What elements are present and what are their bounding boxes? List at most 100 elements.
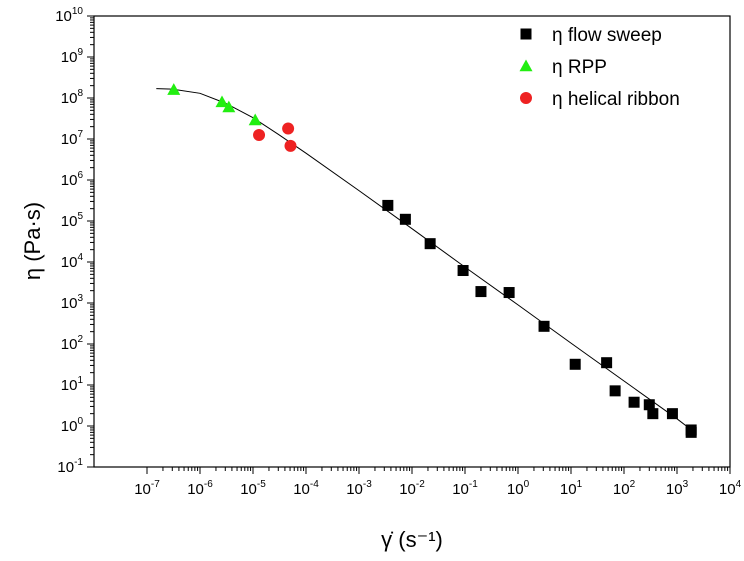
x-tick-exponent: -1 bbox=[469, 479, 478, 490]
fit-line-group bbox=[156, 88, 694, 432]
x-tick-base: 10 bbox=[719, 481, 736, 498]
rpp-point bbox=[248, 113, 262, 126]
y-tick-base: 10 bbox=[61, 377, 78, 394]
rpp-point bbox=[222, 100, 236, 113]
x-tick-label: 102 bbox=[613, 479, 636, 498]
x-tick-label: 10-4 bbox=[293, 479, 319, 498]
helical-ribbon-point bbox=[282, 122, 295, 135]
y-tick-base: 10 bbox=[61, 172, 78, 189]
flow-sweep-point bbox=[666, 408, 678, 420]
legend-label: η flow sweep bbox=[552, 25, 662, 46]
x-tick-base: 10 bbox=[134, 481, 151, 498]
x-tick-label: 100 bbox=[507, 479, 530, 498]
x-tick-label: 10-5 bbox=[240, 479, 266, 498]
y-tick-exponent: 9 bbox=[77, 47, 83, 58]
legend-label: η helical ribbon bbox=[552, 89, 680, 110]
y-tick-base: 10 bbox=[61, 336, 78, 353]
legend-marker-flow-sweep bbox=[520, 28, 532, 40]
flow-sweep-point bbox=[399, 213, 411, 225]
y-tick-label: 105 bbox=[61, 211, 84, 230]
flow-sweep-point bbox=[538, 320, 550, 332]
x-tick-exponent: 4 bbox=[736, 479, 742, 490]
x-tick-label: 10-6 bbox=[187, 479, 213, 498]
x-tick-exponent: -7 bbox=[151, 479, 160, 490]
flow-sweep-point bbox=[475, 286, 487, 298]
x-tick-label: 10-7 bbox=[134, 479, 160, 498]
y-tick-base: 10 bbox=[61, 90, 78, 107]
x-tick-exponent: -2 bbox=[416, 479, 425, 490]
x-tick-base: 10 bbox=[293, 481, 310, 498]
flow-sweep-point bbox=[609, 385, 621, 397]
x-tick-exponent: 3 bbox=[683, 479, 689, 490]
flow-sweep-point bbox=[685, 426, 697, 438]
legend-label: η RPP bbox=[552, 57, 607, 78]
x-tick-label: 10-1 bbox=[452, 479, 478, 498]
x-tick-exponent: -3 bbox=[363, 479, 372, 490]
flow-sweep-point bbox=[424, 238, 436, 250]
rpp-point bbox=[167, 83, 181, 95]
x-tick-base: 10 bbox=[613, 481, 630, 498]
x-tick-label: 10-2 bbox=[399, 479, 425, 498]
fit-line bbox=[156, 88, 694, 432]
x-tick-base: 10 bbox=[240, 481, 257, 498]
flow-sweep-point bbox=[457, 265, 469, 277]
y-tick-base: 10 bbox=[61, 418, 78, 435]
y-axis-title: η (Pa·s) bbox=[20, 202, 45, 280]
flow-sweep-point bbox=[601, 357, 613, 369]
flow-sweep-point bbox=[628, 396, 640, 408]
flow-sweep-point bbox=[382, 199, 394, 211]
flow-sweep-point bbox=[503, 287, 515, 299]
x-tick-base: 10 bbox=[560, 481, 577, 498]
x-tick-base: 10 bbox=[346, 481, 363, 498]
y-tick-base: 10 bbox=[55, 8, 72, 25]
y-tick-base: 10 bbox=[61, 131, 78, 148]
y-tick-base: 10 bbox=[61, 254, 78, 271]
x-tick-label: 10-3 bbox=[346, 479, 372, 498]
data-points bbox=[167, 83, 697, 438]
y-tick-exponent: -1 bbox=[74, 457, 83, 468]
x-tick-base: 10 bbox=[187, 481, 204, 498]
helical-ribbon-point bbox=[253, 129, 266, 142]
y-tick-label: 100 bbox=[61, 416, 84, 435]
legend-marker-helical-ribbon bbox=[520, 92, 532, 104]
flow-sweep-point bbox=[643, 399, 655, 411]
y-tick-label: 102 bbox=[61, 334, 84, 353]
x-tick-exponent: 0 bbox=[524, 479, 530, 490]
x-tick-label: 103 bbox=[666, 479, 689, 498]
x-tick-base: 10 bbox=[666, 481, 683, 498]
x-tick-label: 101 bbox=[560, 479, 583, 498]
y-tick-base: 10 bbox=[61, 295, 78, 312]
y-tick-label: 103 bbox=[61, 293, 84, 312]
y-tick-label: 107 bbox=[61, 129, 84, 148]
y-tick-base: 10 bbox=[61, 213, 78, 230]
y-tick-label: 101 bbox=[61, 375, 84, 394]
flow-sweep-point bbox=[647, 408, 659, 420]
y-tick-exponent: 0 bbox=[77, 416, 83, 427]
flow-sweep-point bbox=[569, 358, 581, 370]
y-tick-label: 1010 bbox=[55, 6, 83, 25]
x-tick-base: 10 bbox=[507, 481, 524, 498]
y-tick-label: 10-1 bbox=[57, 457, 83, 476]
rpp-point bbox=[215, 95, 229, 108]
y-tick-exponent: 10 bbox=[72, 6, 84, 17]
legend-marker-rpp bbox=[519, 59, 533, 72]
y-tick-label: 108 bbox=[61, 88, 84, 107]
helical-ribbon-point bbox=[284, 139, 297, 152]
y-tick-label: 106 bbox=[61, 170, 84, 189]
x-tick-exponent: -6 bbox=[204, 479, 213, 490]
x-tick-exponent: -4 bbox=[310, 479, 319, 490]
y-tick-base: 10 bbox=[57, 459, 74, 476]
y-tick-base: 10 bbox=[61, 49, 78, 66]
y-tick-exponent: 8 bbox=[77, 88, 83, 99]
y-tick-exponent: 4 bbox=[77, 252, 83, 263]
x-axis-title: γ̇ (s⁻¹) bbox=[381, 527, 443, 552]
y-tick-exponent: 1 bbox=[77, 375, 83, 386]
y-tick-exponent: 6 bbox=[77, 170, 83, 181]
x-tick-base: 10 bbox=[399, 481, 416, 498]
y-tick-exponent: 3 bbox=[77, 293, 83, 304]
x-tick-exponent: 1 bbox=[577, 479, 583, 490]
x-tick-label: 104 bbox=[719, 479, 742, 498]
y-tick-label: 109 bbox=[61, 47, 84, 66]
y-tick-label: 104 bbox=[61, 252, 84, 271]
